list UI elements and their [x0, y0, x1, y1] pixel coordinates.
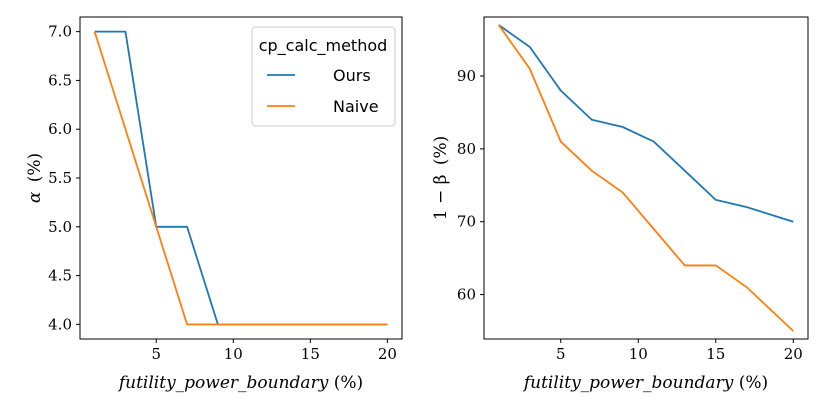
alpha-y-axis-var: α: [25, 191, 45, 203]
alpha-y-ticks: 4.0 4.5 5.0 5.5 6.0 6.5 7.0: [48, 23, 80, 333]
power-x-tick-label: 20: [784, 345, 803, 363]
alpha-chart: 5 10 15 20 4.0 4.5 5.0 5.5 6.0 6.5 7.0 futility_p…: [25, 16, 403, 393]
alpha-x-axis-label: futility_power_boundary (%): [117, 373, 363, 393]
alpha-series-naive-line: [93, 31, 388, 326]
power-x-tick-label: 15: [706, 345, 725, 363]
alpha-y-tick-label: 5.0: [48, 218, 72, 236]
power-x-axis-unit: (%): [739, 373, 768, 393]
power-series-naive-line: [497, 24, 794, 332]
power-x-tick-label: 10: [629, 345, 648, 363]
legend: cp_calc_method Ours Naive: [251, 26, 396, 127]
power-x-ticks: 5 10 15 20: [556, 339, 803, 363]
alpha-x-tick-label: 5: [151, 345, 161, 363]
alpha-y-axis-unit: (%): [25, 153, 45, 182]
alpha-series-layer: [93, 30, 388, 326]
power-y-tick-label: 90: [457, 67, 476, 85]
alpha-y-tick-label: 6.5: [48, 71, 72, 89]
power-plot-frame: [483, 16, 809, 340]
alpha-x-axis-unit: (%): [334, 373, 363, 393]
alpha-x-axis-var: futility_power_boundary: [117, 373, 329, 393]
power-y-axis-label: 1 − β (%): [431, 136, 451, 221]
legend-box: [251, 26, 396, 127]
alpha-y-tick-label: 5.5: [48, 169, 72, 187]
alpha-y-tick-label: 4.0: [48, 315, 72, 333]
alpha-x-ticks: 5 10 15 20: [151, 339, 397, 363]
alpha-y-tick-label: 7.0: [48, 23, 72, 41]
alpha-y-tick-label: 4.5: [48, 267, 72, 285]
alpha-y-tick-label: 6.0: [48, 120, 72, 138]
power-y-tick-label: 80: [457, 140, 476, 158]
alpha-x-tick-label: 15: [301, 345, 320, 363]
power-series-ours-line: [498, 24, 794, 223]
power-y-ticks: 60 70 80 90: [457, 67, 484, 304]
power-series-layer: [497, 24, 794, 332]
power-chart: 5 10 15 20 60 70 80 90 futility_power_boundary…: [431, 16, 809, 393]
power-y-axis-var: 1 − β: [431, 175, 451, 221]
power-x-tick-label: 5: [556, 345, 566, 363]
legend-label-naive: Naive: [333, 97, 379, 116]
legend-title: cp_calc_method: [259, 36, 388, 56]
power-y-tick-label: 70: [457, 213, 476, 231]
alpha-x-tick-label: 20: [378, 345, 397, 363]
power-x-axis-label: futility_power_boundary (%): [522, 373, 768, 393]
alpha-x-tick-label: 10: [224, 345, 243, 363]
legend-label-ours: Ours: [333, 66, 371, 85]
power-y-tick-label: 60: [457, 286, 476, 304]
power-x-axis-var: futility_power_boundary: [522, 373, 734, 393]
power-y-axis-unit: (%): [431, 136, 451, 165]
alpha-y-axis-label: α (%): [25, 153, 45, 203]
